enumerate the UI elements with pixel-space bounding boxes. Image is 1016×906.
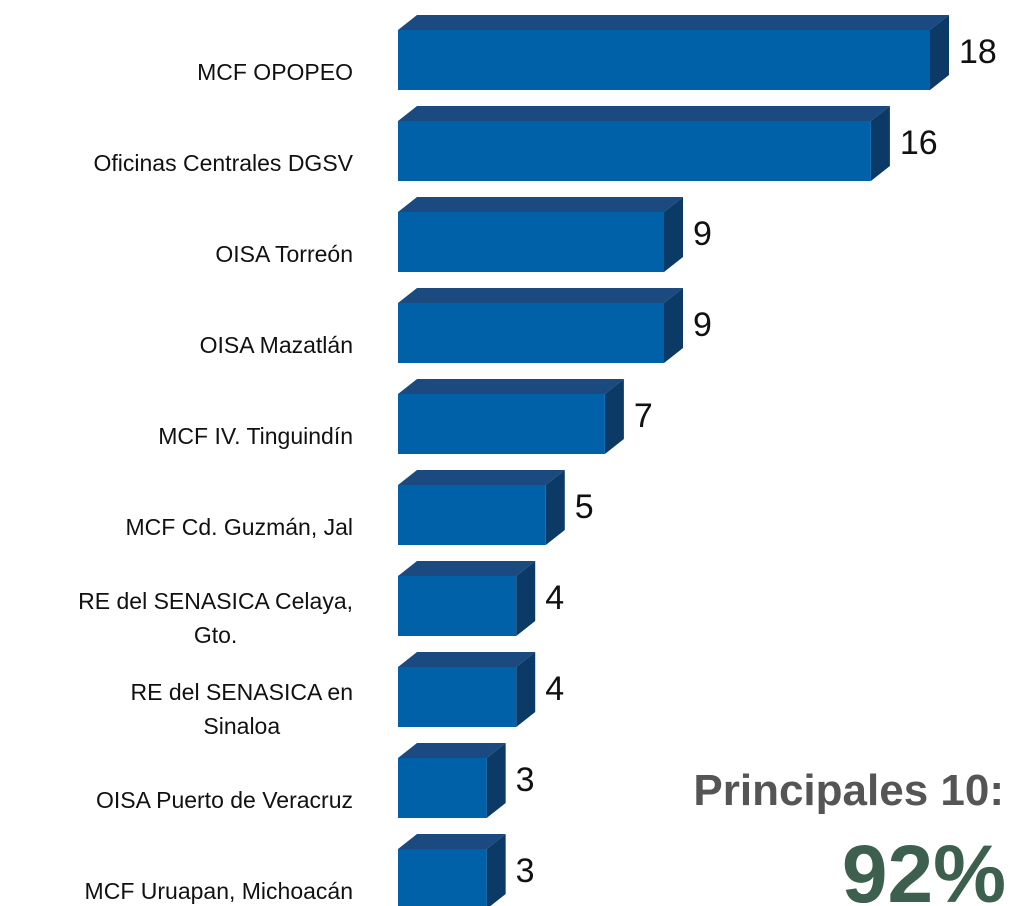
bar-top	[398, 288, 683, 303]
bar	[398, 106, 890, 181]
bar-side	[516, 652, 536, 727]
bar	[398, 561, 536, 636]
bar	[398, 197, 683, 272]
bar	[398, 652, 536, 727]
value-label: 4	[545, 579, 564, 617]
category-text: OISA Torreón	[215, 241, 353, 267]
bar-top	[398, 834, 506, 849]
bar-front	[398, 667, 517, 727]
bar-top	[398, 652, 536, 667]
category-text: OISA Puerto de Veracruz	[96, 787, 353, 813]
value-label: 5	[575, 488, 594, 526]
category-text: Oficinas Centrales DGSV	[93, 150, 353, 176]
category-text: MCF IV. Tinguindín	[158, 423, 353, 449]
bar-top	[398, 197, 683, 212]
bar-front	[398, 394, 605, 454]
category-text: RE del SENASICA en Sinaloa	[130, 679, 353, 739]
annotation: Principales 10:	[693, 766, 1004, 815]
category-label: OISA Puerto de Veracruz	[13, 783, 353, 817]
category-label: RE del SENASICA en Sinaloa	[13, 675, 353, 743]
value-label: 9	[693, 306, 712, 344]
category-label: MCF OPOPEO	[13, 55, 353, 89]
bar-front	[398, 758, 487, 818]
bar-side	[516, 561, 536, 636]
bar	[398, 15, 949, 90]
category-label: RE del SENASICA Celaya, Gto.	[13, 584, 353, 652]
bar-top	[398, 15, 949, 30]
bar-side	[486, 743, 506, 818]
bar-side	[486, 834, 506, 906]
category-label: OISA Torreón	[13, 237, 353, 271]
bar	[398, 288, 683, 363]
bar-front	[398, 485, 546, 545]
bar	[398, 834, 506, 906]
bar-side	[870, 106, 890, 181]
bar	[398, 379, 624, 454]
bar-side	[930, 15, 949, 90]
category-text: MCF OPOPEO	[197, 59, 353, 85]
bar-side	[604, 379, 624, 454]
bar-front	[398, 849, 487, 906]
category-text: MCF Cd. Guzmán, Jal	[125, 514, 354, 540]
value-label: 16	[900, 124, 938, 162]
value-label: 3	[516, 761, 535, 799]
value-label: 9	[693, 215, 712, 253]
category-text: RE del SENASICA Celaya, Gto.	[78, 588, 353, 648]
category-text: MCF Uruapan, Michoacán	[84, 878, 353, 904]
bar	[398, 470, 565, 545]
bar-side	[664, 288, 683, 363]
bar-top	[398, 743, 506, 758]
annotation: 92%	[841, 829, 1006, 906]
bar-front	[398, 121, 871, 181]
bar	[398, 743, 506, 818]
bar-front	[398, 303, 664, 363]
value-label: 4	[545, 670, 564, 708]
category-label: MCF Cd. Guzmán, Jal	[13, 510, 354, 544]
category-label: MCF Uruapan, Michoacán	[13, 874, 353, 906]
bar-front	[398, 576, 517, 636]
value-label: 3	[516, 852, 535, 890]
bar-side	[664, 197, 683, 272]
bar-front	[398, 30, 930, 90]
value-label: 18	[959, 33, 997, 71]
bar-top	[398, 470, 565, 485]
bar-side	[545, 470, 565, 545]
category-label: OISA Mazatlán	[13, 328, 353, 362]
bar-top	[398, 106, 890, 121]
bar-top	[398, 561, 536, 576]
category-label: Oficinas Centrales DGSV	[13, 146, 353, 180]
category-text: OISA Mazatlán	[199, 332, 353, 358]
category-label: MCF IV. Tinguindín	[13, 419, 353, 453]
value-label: 7	[634, 397, 653, 435]
bar-front	[398, 212, 664, 272]
bar-top	[398, 379, 624, 394]
